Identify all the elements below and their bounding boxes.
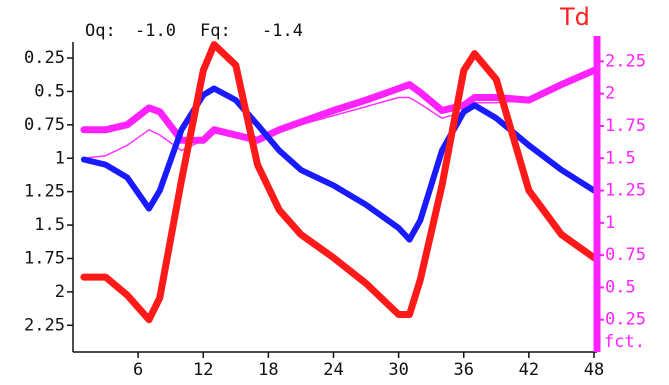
y-tick-label: 2 — [605, 84, 615, 104]
chart-title: Td — [559, 3, 590, 31]
x-tick-label: 6 — [133, 360, 143, 380]
series-line — [80, 66, 598, 144]
y2-tick-label: 2 — [55, 282, 65, 302]
x-tick-label: 18 — [258, 360, 278, 380]
annotation: -1.4 — [262, 21, 303, 41]
y-tick-label: 0.25 — [605, 310, 646, 330]
x-tick-label: 42 — [519, 360, 539, 380]
y-tick-label: 1.5 — [605, 148, 636, 168]
x-tick-label: 12 — [193, 360, 213, 380]
series-line — [83, 70, 595, 160]
y-tick-label: 1.75 — [605, 116, 646, 136]
y2-tick-label: 1.25 — [24, 182, 65, 202]
y-axis-label: fct. — [604, 332, 645, 352]
annotation: Fq: — [200, 21, 231, 41]
y-tick-label: 0.75 — [605, 245, 646, 265]
x-tick-label: 24 — [323, 360, 343, 380]
y-tick-label: 1.25 — [605, 181, 646, 201]
y2-tick-label: 1.5 — [34, 215, 65, 235]
x-tick-label: 36 — [454, 360, 474, 380]
annotation: -1.0 — [135, 21, 176, 41]
y2-tick-label: 0.5 — [34, 81, 65, 101]
series-line — [80, 85, 597, 243]
y-tick-label: 0.5 — [605, 277, 636, 297]
y-tick-label: 2.25 — [605, 51, 646, 71]
series-line — [80, 41, 598, 324]
y2-tick-label: 0.25 — [24, 48, 65, 68]
y2-tick-label: 1 — [55, 148, 65, 168]
y2-tick-label: 1.75 — [24, 248, 65, 268]
y2-tick-label: 0.75 — [24, 115, 65, 135]
y2-tick-label: 2.25 — [24, 315, 65, 335]
x-tick-label: 30 — [388, 360, 408, 380]
x-tick-label: 48 — [584, 360, 604, 380]
y-tick-label: 1 — [605, 213, 615, 233]
annotation: Oq: — [85, 21, 116, 41]
